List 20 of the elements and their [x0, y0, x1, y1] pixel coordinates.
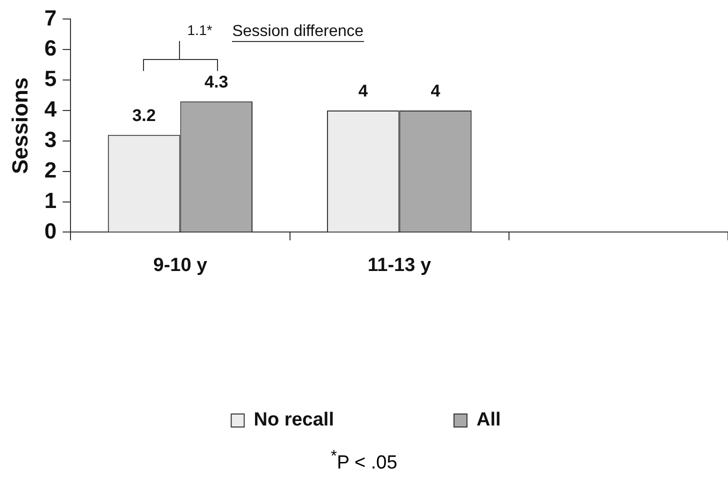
y-tick-label: 2: [44, 157, 57, 182]
y-tick-label: 6: [44, 36, 57, 61]
y-tick-label: 3: [44, 126, 57, 152]
y-tick-label: 5: [44, 66, 57, 92]
data-label: 4: [430, 82, 441, 101]
data-label: 4.3: [204, 72, 228, 92]
y-axis-title: Sessions: [7, 77, 32, 174]
y-tick-label: 4: [44, 96, 58, 122]
legend-label: All: [476, 410, 501, 431]
x-tick-label: 11-13 y: [368, 254, 432, 276]
legend-label: No recall: [254, 410, 334, 431]
data-label: 4: [358, 82, 368, 101]
y-tick-label: 0: [44, 218, 57, 244]
y-tick-label: 7: [44, 5, 57, 30]
y-tick-label: 1: [44, 188, 57, 213]
data-label: 3.2: [132, 106, 156, 126]
text: $^{*}$P < .05: [330, 448, 398, 474]
x-tick-label: 9-10 y: [153, 254, 208, 276]
annotation: Session difference: [232, 22, 364, 40]
annotation: 1.1*: [187, 22, 213, 38]
